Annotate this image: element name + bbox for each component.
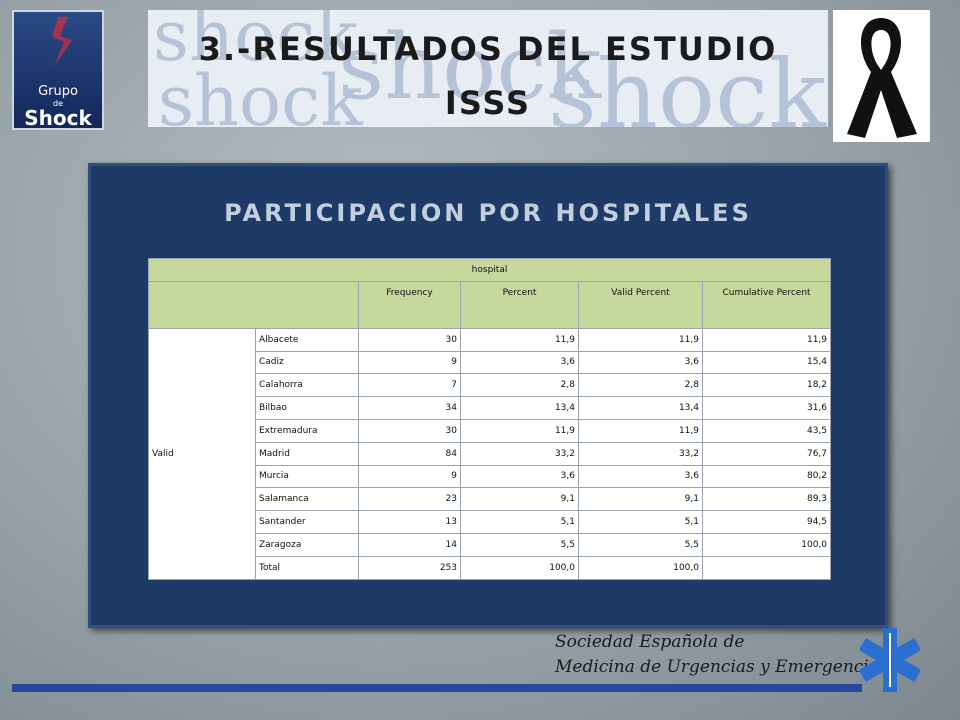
- value-cell: 43,5: [701, 418, 832, 443]
- table-row: Bilbao 34 13,4 13,4 31,6: [149, 396, 832, 420]
- value-cell: 76,7: [701, 441, 832, 466]
- footer-line-text: Medicina de Urgencias y Emergencias: [555, 657, 888, 677]
- value-cell: 3,6: [578, 464, 703, 489]
- ribbon-icon: [847, 18, 917, 138]
- value-cell: 11,9: [578, 327, 703, 352]
- value-cell: 3,6: [578, 350, 703, 375]
- title-box: shock shock shock shock 3.-RESULTADOS DE…: [148, 10, 828, 127]
- row-label: Madrid: [255, 441, 359, 466]
- slide-title: 3.-RESULTADOS DEL ESTUDIO ISSS: [148, 22, 828, 127]
- row-label: Cadiz: [255, 350, 359, 375]
- value-cell: 5,5: [578, 532, 703, 557]
- value-cell: 94,5: [701, 510, 832, 534]
- footer-text: Sociedad Española de Medicina de Urgenci…: [555, 630, 888, 680]
- value-cell: 13: [358, 510, 461, 534]
- value-cell: 80,2: [701, 464, 832, 489]
- decoration: shock: [548, 40, 826, 127]
- header-cell: Percent: [460, 280, 579, 329]
- header-row: Frequency Percent Valid Percent Cumulative …: [148, 280, 832, 329]
- value-cell: 11,9: [460, 418, 579, 443]
- logo: Grupo de Shock: [12, 10, 104, 130]
- row-label: Salamanca: [255, 487, 359, 512]
- value-cell: 33,2: [578, 441, 703, 466]
- header-cell: Cumulative Percent: [701, 280, 832, 329]
- value-cell: 14: [358, 532, 461, 557]
- value-cell: 3,6: [460, 350, 579, 375]
- logo-text: de: [53, 99, 63, 108]
- header-cell: Frequency: [358, 280, 461, 329]
- value-cell: 2,8: [460, 373, 579, 398]
- logo-text: Grupo: [38, 84, 78, 99]
- value-cell: 13,4: [578, 396, 703, 420]
- header-cell: [148, 280, 359, 329]
- value-cell: 89,3: [701, 487, 832, 512]
- value-cell: 18,2: [701, 373, 832, 398]
- value-cell: 30: [358, 418, 461, 443]
- value-cell: 15,4: [701, 350, 832, 375]
- row-label: Murcia: [255, 464, 359, 489]
- table-row: Extremadura 30 11,9 11,9 43,5: [149, 418, 832, 443]
- value-cell: 5,5: [460, 532, 579, 557]
- value-cell: 11,9: [460, 327, 579, 352]
- footer-line: [12, 684, 862, 692]
- table-row: Murcia 9 3,6 3,6 80,2: [149, 464, 832, 489]
- row-label: Albacete: [255, 327, 359, 352]
- logo-art: [52, 17, 72, 67]
- row-label: Zaragoza: [255, 532, 359, 557]
- row-label: Santander: [255, 510, 359, 534]
- table-row: Valid Albacete 30 11,9 11,9 11,9: [148, 327, 832, 580]
- title-line: ISSS: [444, 84, 532, 122]
- value-cell: 3,6: [460, 464, 579, 489]
- star-of-life: [860, 628, 920, 692]
- value-cell: 100,0: [701, 532, 832, 557]
- row-label: Extremadura: [255, 418, 359, 443]
- row-label: Calahorra: [255, 373, 359, 398]
- value-cell: 13,4: [460, 396, 579, 420]
- value-cell: 5,1: [460, 510, 579, 534]
- row-label: Bilbao: [255, 396, 359, 420]
- empty-cell: [701, 555, 832, 580]
- value-cell: 7: [358, 373, 461, 398]
- value-cell: 5,1: [578, 510, 703, 534]
- group-cell: Valid: [148, 327, 256, 580]
- value-cell: 9,1: [460, 487, 579, 512]
- value-cell: 31,6: [701, 396, 832, 420]
- table-caption: hospital: [147, 258, 832, 282]
- value-cell: 23: [358, 487, 461, 512]
- table-row: Zaragoza 14 5,5 5,5 100,0: [149, 532, 832, 557]
- data-table: hospital Frequency Percent Valid Percent Cum…: [147, 258, 832, 580]
- table-row: Santander 13 5,1 5,1 94,5: [149, 510, 832, 534]
- value-cell: 11,9: [701, 327, 832, 352]
- value-cell: 253: [358, 555, 461, 580]
- decoration: shock: [158, 60, 363, 127]
- value-cell: 30: [358, 327, 461, 352]
- decoration: shock: [153, 10, 358, 77]
- value-cell: 9: [358, 350, 461, 375]
- value-cell: 9,1: [578, 487, 703, 512]
- value-cell: 100,0: [578, 555, 703, 580]
- value-cell: 100,0: [460, 555, 579, 580]
- value-cell: 11,9: [578, 418, 703, 443]
- footer-line-text: Sociedad Española de: [555, 632, 745, 652]
- value-cell: 33,2: [460, 441, 579, 466]
- value-cell: 9: [358, 464, 461, 489]
- value-cell: 84: [358, 441, 461, 466]
- decoration: shock: [338, 15, 602, 120]
- table-row: Madrid 84 33,2 33,2 76,7: [149, 441, 832, 466]
- table-row: Total 253 100,0 100,0: [149, 555, 832, 580]
- header-row: hospital: [147, 258, 832, 282]
- header-cell: Valid Percent: [578, 280, 703, 329]
- panel-title: PARTICIPACION POR HOSPITALES: [224, 199, 752, 227]
- row-label: Total: [255, 555, 359, 580]
- value-cell: 34: [358, 396, 461, 420]
- title-line: 3.-RESULTADOS DEL ESTUDIO: [198, 30, 778, 68]
- ribbon: [833, 10, 930, 142]
- value-cell: 2,8: [578, 373, 703, 398]
- logo-text: Shock: [24, 106, 92, 130]
